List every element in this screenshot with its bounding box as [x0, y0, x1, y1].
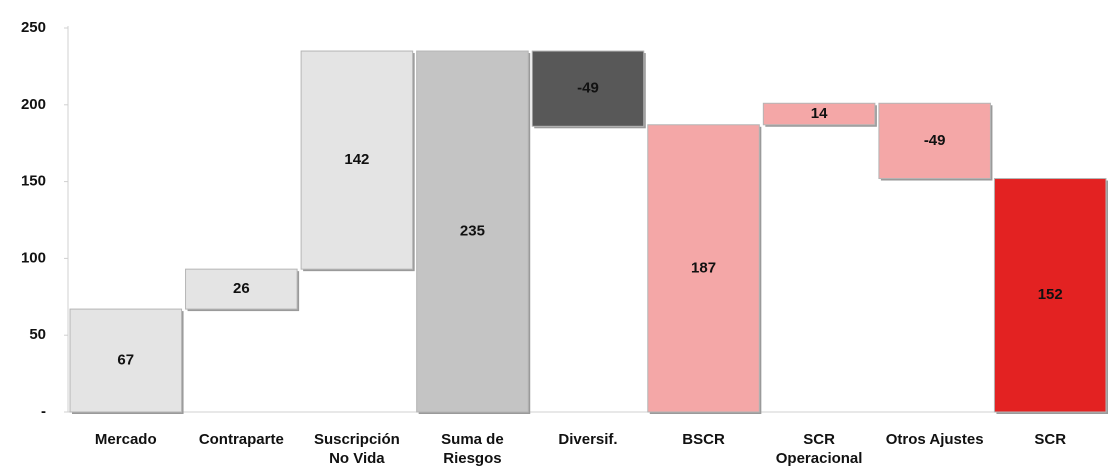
x-tick-label: BSCR	[682, 431, 725, 448]
bar	[185, 268, 298, 310]
x-tick-label: Mercado	[94, 431, 157, 448]
bar	[993, 178, 1107, 413]
y-tick-label: 250	[21, 19, 46, 36]
bar	[300, 50, 414, 270]
value-label: -49	[577, 80, 599, 97]
value-label: 67	[117, 352, 134, 369]
bar	[416, 50, 529, 413]
x-tick-label: SCR Operacional	[775, 431, 863, 467]
y-tick-label: 50	[29, 326, 46, 343]
x-tick-label: Otros Ajustes	[885, 431, 984, 448]
x-tick-label: SCR	[1034, 431, 1067, 448]
x-tick-label: Suma de Riesgos	[441, 431, 504, 467]
value-label: 26	[233, 280, 250, 297]
value-label: 187	[691, 259, 716, 276]
y-tick-label: 200	[21, 96, 46, 113]
value-label: 152	[1038, 286, 1063, 303]
bar	[647, 124, 760, 413]
x-tick-label: Diversif.	[558, 431, 618, 448]
y-tick-label: 150	[21, 173, 46, 190]
bar	[762, 102, 876, 126]
x-tick-label: Suscripción No Vida	[313, 431, 400, 467]
bar	[69, 308, 183, 413]
value-label: 142	[344, 151, 369, 168]
y-tick-label: -	[41, 403, 46, 420]
value-label: -49	[924, 132, 946, 149]
bar	[878, 102, 991, 180]
value-label: 235	[460, 222, 485, 239]
y-tick-label: 100	[21, 249, 46, 266]
value-label: 14	[811, 105, 828, 122]
x-tick-label: Contraparte	[198, 431, 284, 448]
bar	[531, 50, 645, 127]
